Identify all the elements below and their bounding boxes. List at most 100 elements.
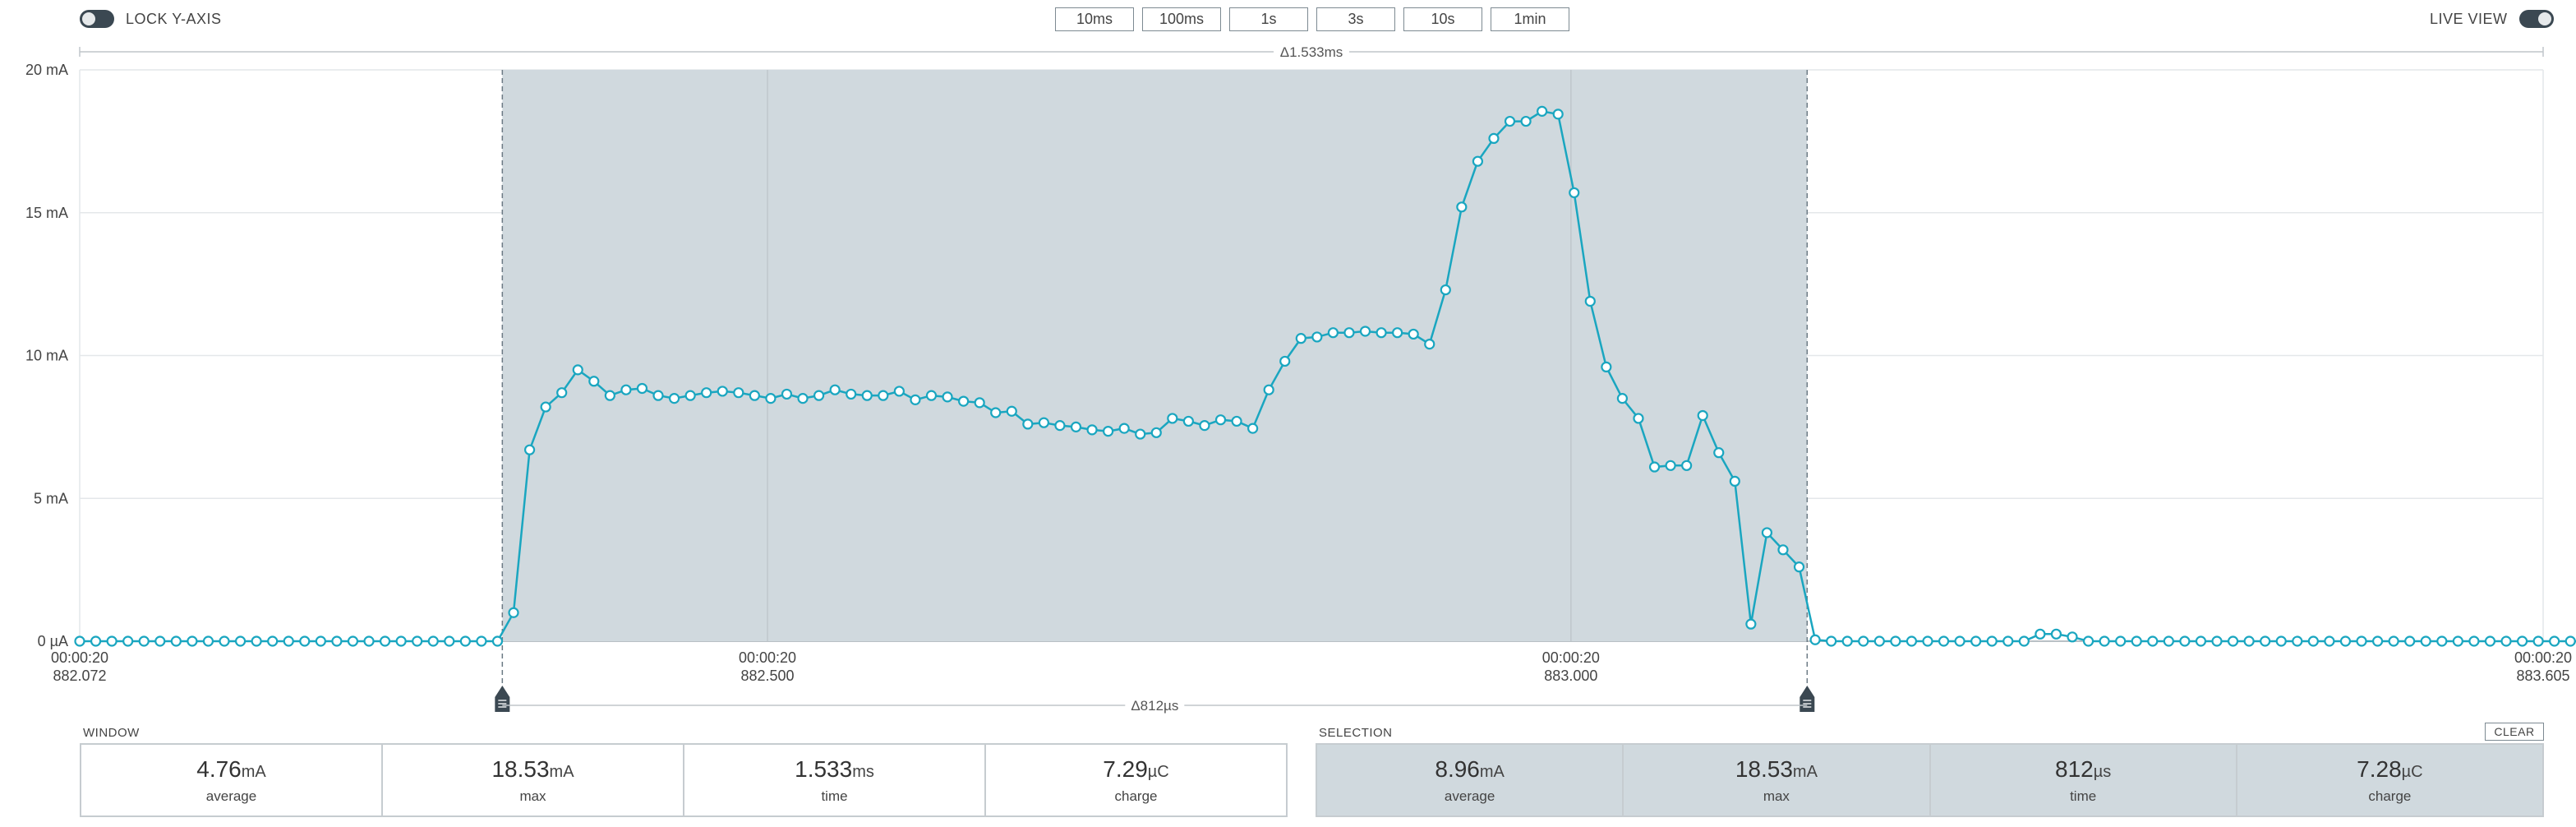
sample-point — [1986, 635, 1998, 647]
handle-shape — [495, 686, 510, 712]
sample-point — [2131, 635, 2142, 647]
y-tick-label: 15 mA — [25, 205, 68, 221]
selection-region[interactable] — [502, 70, 1808, 641]
sample-point — [2452, 635, 2463, 647]
sample-point — [1440, 284, 1451, 296]
sample-point — [1343, 327, 1355, 339]
sample-point — [1648, 461, 1661, 473]
sample-point — [331, 635, 343, 647]
sample-point — [1809, 634, 1821, 645]
selection-span-indicator: Δ812µs — [502, 695, 1808, 715]
sample-point — [2468, 635, 2480, 647]
sample-point — [1167, 413, 1178, 424]
window-button-10ms[interactable]: 10ms — [1055, 7, 1134, 31]
sample-point — [1472, 155, 1484, 167]
sample-point — [491, 635, 504, 647]
sample-point — [2500, 635, 2512, 647]
sample-point — [106, 635, 118, 647]
sample-point — [1054, 420, 1066, 432]
window-button-1min[interactable]: 1min — [1491, 7, 1569, 31]
sample-point — [1665, 460, 1676, 471]
window-button-100ms[interactable]: 100ms — [1142, 7, 1221, 31]
window-duration-buttons: 10ms 100ms 1s 3s 10s 1min — [1055, 7, 1569, 31]
x-tick-time: 00:00:20 — [2514, 649, 2572, 666]
sample-point — [2549, 635, 2560, 647]
x-tick-time: 00:00:20 — [739, 649, 796, 666]
lock-y-axis-toggle[interactable] — [80, 10, 114, 28]
sample-point — [1182, 415, 1194, 427]
window-stats-label: WINDOW — [83, 726, 140, 740]
sample-point — [2484, 635, 2496, 647]
window-button-3s[interactable]: 3s — [1316, 7, 1395, 31]
window-stat-time: 1.533ms time — [684, 745, 986, 815]
sample-point — [2018, 635, 2030, 647]
window-button-1s[interactable]: 1s — [1229, 7, 1308, 31]
handle-shape — [1800, 686, 1815, 712]
x-axis-labels: 00:00:20 882.072 00:00:20 882.500 00:00:20 88… — [51, 649, 2572, 684]
sample-point — [1841, 635, 1853, 647]
sample-point — [283, 635, 294, 647]
sample-point — [733, 387, 744, 399]
sample-point — [74, 635, 85, 647]
sample-point — [2404, 635, 2416, 647]
sample-point — [267, 635, 279, 647]
sample-point — [1890, 635, 1901, 647]
sample-point — [2163, 635, 2174, 647]
sample-point — [154, 635, 166, 647]
sample-point — [1231, 415, 1242, 427]
sample-point — [1488, 132, 1500, 144]
sample-point — [1103, 425, 1114, 437]
sample-point — [2115, 635, 2127, 647]
y-tick-label: 5 mA — [34, 490, 68, 506]
sample-point — [1922, 635, 1933, 647]
sample-point — [299, 635, 311, 647]
sample-point — [1584, 295, 1596, 307]
x-tick-sub: 882.072 — [53, 668, 106, 684]
clear-selection-button[interactable]: CLEAR — [2485, 723, 2544, 741]
sample-point — [1552, 109, 1564, 120]
sample-point — [1793, 561, 1805, 573]
sample-point — [1295, 333, 1306, 344]
sample-point — [2147, 635, 2159, 647]
sample-point — [925, 390, 938, 401]
selection-start-handle[interactable] — [495, 686, 510, 712]
sample-point — [138, 635, 150, 647]
live-view-toggle[interactable] — [2518, 10, 2554, 28]
sample-point — [1873, 635, 1885, 647]
sample-point — [122, 635, 134, 647]
sample-point — [1633, 413, 1644, 424]
sample-point — [2564, 635, 2576, 647]
sample-point — [2388, 635, 2399, 647]
sample-point — [459, 635, 471, 647]
sample-point — [347, 635, 359, 647]
y-tick-label: 10 mA — [25, 348, 68, 364]
sample-point — [2324, 635, 2335, 647]
x-tick-time: 00:00:20 — [51, 649, 108, 666]
sample-point — [1504, 115, 1516, 127]
live-view-control[interactable]: LIVE VIEW — [2430, 10, 2554, 28]
sample-point — [1616, 393, 1629, 404]
sample-point — [636, 382, 648, 395]
sample-point — [1713, 447, 1725, 459]
sample-point — [878, 390, 889, 401]
sample-point — [1938, 635, 1950, 647]
lock-y-axis-control[interactable]: LOCK Y-AXIS — [80, 10, 222, 28]
sample-point — [1311, 331, 1323, 343]
sample-point — [1135, 428, 1146, 440]
x-tick-sub: 882.500 — [740, 668, 794, 684]
sample-point — [604, 390, 615, 401]
sample-point — [2420, 635, 2431, 647]
sample-point — [1601, 361, 1612, 372]
y-tick-label: 0 µA — [38, 633, 68, 649]
selection-stat-charge: 7.28µC charge — [2357, 756, 2423, 804]
window-button-10s[interactable]: 10s — [1403, 7, 1482, 31]
sample-point — [170, 635, 182, 647]
sample-point — [1456, 201, 1468, 213]
sample-point — [2002, 635, 2014, 647]
x-tick-time: 00:00:20 — [1542, 649, 1600, 666]
sample-point — [829, 384, 841, 395]
selection-delta-label: Δ812µs — [1131, 698, 1178, 714]
sample-point — [1214, 414, 1227, 426]
selection-end-handle[interactable] — [1800, 686, 1815, 712]
